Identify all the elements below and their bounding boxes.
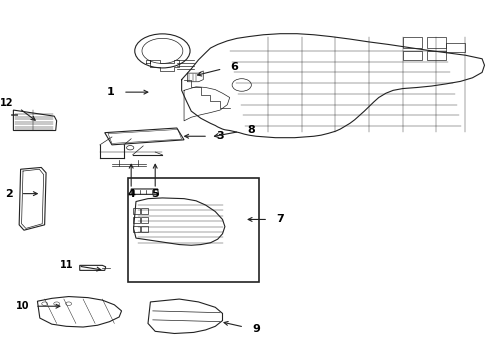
Polygon shape [80, 265, 106, 270]
Polygon shape [37, 297, 122, 327]
Text: 7: 7 [276, 215, 284, 224]
Bar [141, 226, 148, 232]
Bar [446, 42, 466, 51]
Bar [403, 37, 422, 48]
Bar [133, 226, 140, 232]
Text: 5: 5 [151, 189, 159, 199]
Text: 10: 10 [16, 301, 30, 311]
Text: 3: 3 [216, 131, 224, 141]
Polygon shape [19, 167, 46, 230]
Bar [141, 217, 148, 223]
Text: 8: 8 [247, 125, 255, 135]
Bar [133, 208, 140, 214]
Bar [403, 51, 422, 60]
Text: 11: 11 [59, 260, 73, 270]
Polygon shape [148, 299, 222, 333]
Text: 4: 4 [127, 189, 135, 199]
Text: 6: 6 [231, 62, 239, 72]
Bar [427, 51, 446, 60]
Text: 2: 2 [5, 189, 12, 199]
Text: 12: 12 [0, 98, 14, 108]
Text: 9: 9 [252, 324, 260, 334]
Bar [141, 208, 148, 214]
Bar [133, 217, 140, 223]
Polygon shape [134, 198, 225, 245]
Text: 1: 1 [107, 87, 115, 97]
Polygon shape [131, 189, 159, 194]
Polygon shape [13, 110, 57, 131]
Polygon shape [105, 128, 184, 145]
Bar [427, 37, 446, 48]
Bar [128, 178, 259, 282]
